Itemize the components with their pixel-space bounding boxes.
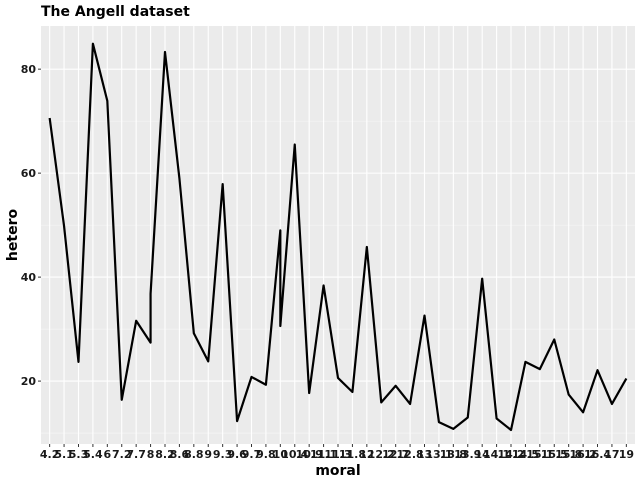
x-tick-label: 9.7 (242, 448, 262, 461)
x-tick-label: 16.4 (584, 448, 611, 461)
x-tick-label: 15.1 (526, 448, 553, 461)
x-tick-label: 8 (147, 448, 155, 461)
x-tick-label: 4.2 (40, 448, 60, 461)
chart-title: The Angell dataset (41, 4, 190, 20)
x-tick-label: 17 (604, 448, 619, 461)
y-tick-label: 80 (21, 63, 37, 76)
x-tick-label: 11.1 (310, 448, 337, 461)
x-tick-label: 6 (103, 448, 111, 461)
x-tick-label: 12.8 (397, 448, 424, 461)
x-tick-label: 8.8 (184, 448, 204, 461)
x-tick-label: 10.9 (296, 448, 323, 461)
y-tick-label: 40 (21, 271, 37, 284)
x-tick-label: 11.8 (339, 448, 366, 461)
x-tick-label: 10.4 (281, 448, 308, 461)
x-axis-title: moral (315, 463, 360, 479)
y-axis-title: hetero (5, 209, 21, 262)
x-tick-label: 15.8 (555, 448, 582, 461)
x-tick-label: 12 (359, 448, 374, 461)
x-tick-label: 7.7 (126, 448, 146, 461)
x-tick-label: 8.2 (155, 448, 175, 461)
x-tick-label: 14.1 (483, 448, 510, 461)
x-tick-label: 5.1 (54, 448, 74, 461)
x-tick-label: 19 (619, 448, 634, 461)
x-tick-label: 9.3 (213, 448, 233, 461)
x-tick-label: 15.5 (541, 448, 568, 461)
x-tick-label: 9.6 (227, 448, 247, 461)
x-tick-label: 14.2 (497, 448, 524, 461)
series-layer (48, 42, 628, 432)
x-tick-label: 9.8 (256, 448, 276, 461)
series-line (48, 42, 628, 432)
x-tick-label: 5.3 (69, 448, 89, 461)
x-tick-label: 13 (417, 448, 432, 461)
x-tick-label: 16.2 (570, 448, 597, 461)
y-tick-label: 60 (21, 167, 37, 180)
x-tick-label: 9 (204, 448, 212, 461)
x-tick-label: 14.5 (512, 448, 539, 461)
x-tick-label: 11.3 (324, 448, 351, 461)
y-tick-label: 20 (21, 375, 37, 388)
x-tick-label: 12.2 (368, 448, 395, 461)
x-tick-label: 10 (273, 448, 289, 461)
x-tick-label: 8.6 (170, 448, 190, 461)
x-tick-label: 14 (475, 448, 491, 461)
x-tick-label: 7.2 (112, 448, 132, 461)
x-tick-label: 13.9 (454, 448, 481, 461)
x-tick-label: 5.4 (83, 448, 103, 461)
x-tick-label: 13.1 (425, 448, 452, 461)
x-tick-label: 13.8 (440, 448, 467, 461)
x-tick-label: 12.7 (382, 448, 409, 461)
